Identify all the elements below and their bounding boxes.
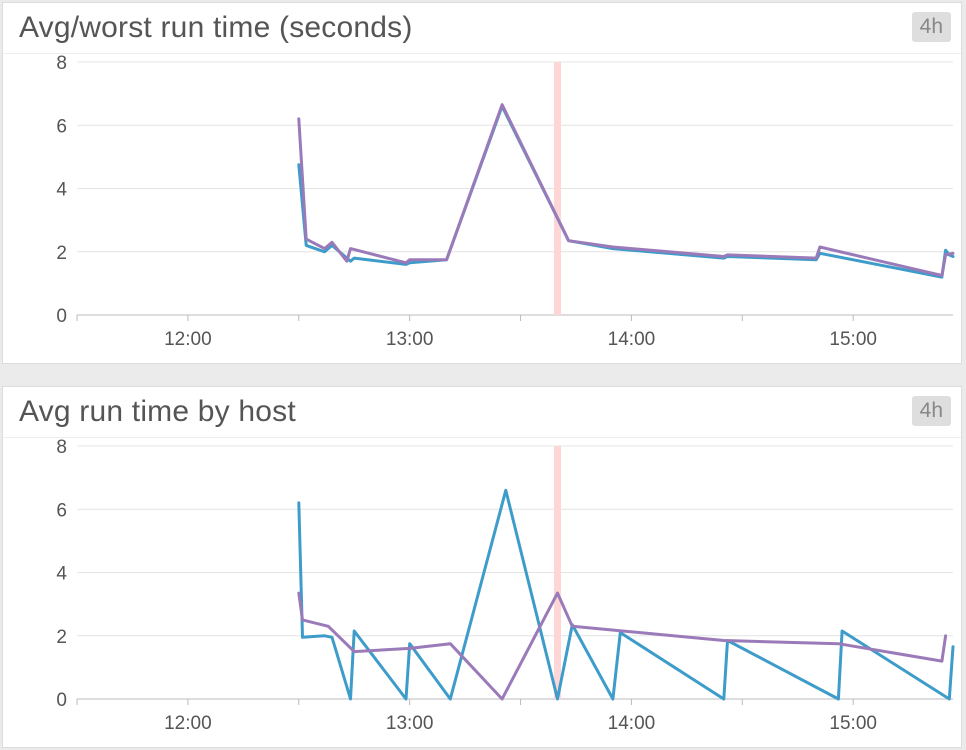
series-line-1[interactable]: [297, 488, 955, 701]
chart-panel-avg-worst: Avg/worst run time (seconds) 4h 0 2 4 6 8 12:…: [2, 2, 962, 364]
x-tick-label: 14:00: [608, 713, 656, 734]
y-tick-label: 2: [56, 627, 67, 648]
x-tick-label: 12:00: [164, 713, 212, 734]
x-tick-label: 15:00: [829, 329, 877, 350]
panel-title: Avg run time by host: [19, 395, 296, 428]
x-tick-label: 12:00: [164, 329, 212, 350]
y-tick-label: 4: [56, 180, 67, 201]
title-divider: [3, 53, 961, 54]
x-tick-label: 13:00: [386, 713, 434, 734]
event-marker[interactable]: [554, 62, 562, 315]
y-tick-label: 4: [56, 564, 67, 585]
chart-panel-by-host: Avg run time by host 4h 0 2 4 6 8 12:00 13:00 1…: [2, 386, 962, 748]
time-range-badge[interactable]: 4h: [911, 12, 951, 42]
y-tick-label: 8: [56, 437, 67, 458]
x-tick-label: 15:00: [829, 713, 877, 734]
y-tick-label: 0: [56, 306, 67, 327]
panel-title: Avg/worst run time (seconds): [19, 11, 413, 44]
series-line-2[interactable]: [297, 103, 955, 277]
time-range-badge[interactable]: 4h: [911, 396, 951, 426]
series-line-2[interactable]: [297, 591, 948, 701]
event-marker[interactable]: [554, 446, 562, 699]
y-tick-label: 8: [56, 53, 67, 74]
y-tick-label: 0: [56, 690, 67, 711]
y-tick-label: 6: [56, 116, 67, 137]
title-divider: [3, 437, 961, 438]
y-tick-label: 6: [56, 500, 67, 521]
x-tick-label: 14:00: [608, 329, 656, 350]
line-chart-avg-worst: 0 2 4 6 8 12:00 13:00 14:00 15:00: [56, 53, 955, 350]
line-chart-by-host: 0 2 4 6 8 12:00 13:00 14:00 15:00: [56, 437, 955, 734]
x-tick-label: 13:00: [386, 329, 434, 350]
y-tick-label: 2: [56, 243, 67, 264]
